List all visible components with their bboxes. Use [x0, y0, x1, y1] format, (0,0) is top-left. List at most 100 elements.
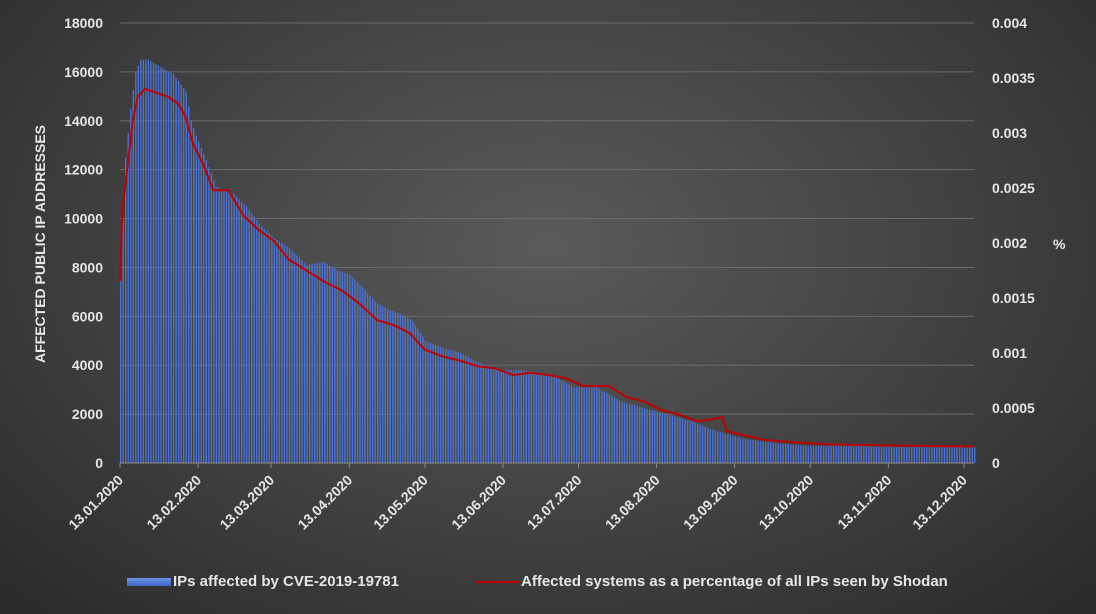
bar [800, 445, 802, 463]
bar [172, 74, 175, 463]
bar [273, 238, 276, 463]
bar [311, 264, 313, 463]
bar [266, 230, 268, 463]
bar [165, 69, 167, 464]
bar [921, 447, 923, 463]
bar [666, 414, 669, 463]
bar [210, 173, 213, 463]
bar [752, 439, 754, 463]
legend: IPs affected by CVE-2019-19781 Affected … [0, 573, 1096, 593]
bar [558, 378, 560, 463]
bar [271, 235, 273, 463]
bar [691, 421, 694, 463]
bar [767, 441, 769, 463]
bar [583, 387, 585, 463]
bar [243, 203, 245, 463]
bar [772, 442, 774, 463]
bar [724, 433, 726, 463]
y-left-tick-label: 8000 [72, 259, 103, 275]
bar [671, 415, 674, 463]
bar [815, 445, 817, 463]
bar [530, 371, 533, 463]
x-tick-label: 13.05.2020 [370, 472, 431, 533]
bar [157, 65, 160, 463]
bar [573, 387, 575, 463]
bar [346, 273, 349, 463]
bar [251, 213, 253, 463]
bar [215, 186, 218, 463]
bar [727, 434, 729, 463]
bar [744, 438, 747, 463]
bar [361, 287, 364, 463]
legend-bar-swatch [127, 577, 171, 586]
bar [422, 336, 424, 463]
bar [502, 370, 505, 463]
bar [790, 444, 792, 463]
bar [132, 90, 134, 463]
bar [427, 341, 429, 463]
bar [754, 440, 757, 463]
bar [548, 375, 550, 463]
bar [883, 446, 885, 463]
bar [455, 351, 457, 463]
bar [268, 233, 271, 463]
bar [941, 447, 943, 463]
bar [225, 190, 228, 463]
bar [606, 393, 608, 463]
bar [354, 279, 356, 463]
bar [903, 447, 905, 463]
bar [961, 447, 963, 463]
bar [676, 417, 679, 463]
bar [550, 376, 553, 463]
bar [394, 311, 396, 463]
bar [641, 407, 643, 463]
bar [890, 446, 893, 463]
bar [845, 445, 847, 463]
bar [911, 447, 913, 463]
bar [916, 447, 918, 463]
bar [467, 357, 470, 463]
bar [533, 371, 535, 463]
bar [182, 88, 185, 464]
bar [601, 390, 603, 463]
bar [538, 372, 540, 463]
x-tick-label: 13.04.2020 [294, 472, 355, 533]
bar [603, 391, 606, 463]
bar [220, 188, 223, 463]
bar [175, 77, 177, 463]
legend-label-line: Affected systems as a percentage of all … [521, 573, 948, 590]
bar [608, 394, 611, 463]
bar [518, 370, 520, 463]
bar [218, 187, 220, 463]
bar [374, 301, 376, 463]
bar [868, 446, 870, 463]
y-right-tick-label: 0.0035 [992, 70, 1035, 86]
x-tick-label: 13.08.2020 [602, 472, 663, 533]
bar [689, 420, 691, 463]
bar [971, 447, 973, 463]
bar [167, 71, 170, 464]
x-tick-label: 13.10.2020 [756, 472, 817, 533]
bar [122, 218, 124, 463]
bar [417, 329, 419, 463]
bar [238, 199, 240, 463]
x-axis: 13.01.2020 13.02.2020 13.03.2020 13.04.2020… [65, 462, 974, 533]
bar [757, 440, 759, 463]
bar [253, 216, 255, 463]
bar [674, 416, 676, 463]
bar [948, 447, 951, 463]
bar [412, 321, 414, 463]
bar [712, 429, 714, 463]
y-left-tick-label: 18000 [64, 15, 103, 31]
bar [820, 445, 822, 463]
bar [933, 447, 936, 463]
bar [563, 381, 565, 463]
bar [810, 445, 812, 463]
y-right-tick-label: 0.002 [992, 235, 1027, 251]
bar [923, 447, 926, 463]
bar [490, 366, 492, 463]
x-tick-label: 13.01.2020 [65, 472, 126, 533]
bar [170, 72, 172, 464]
y-left-tick-label: 0 [95, 455, 103, 471]
bar [654, 410, 656, 463]
